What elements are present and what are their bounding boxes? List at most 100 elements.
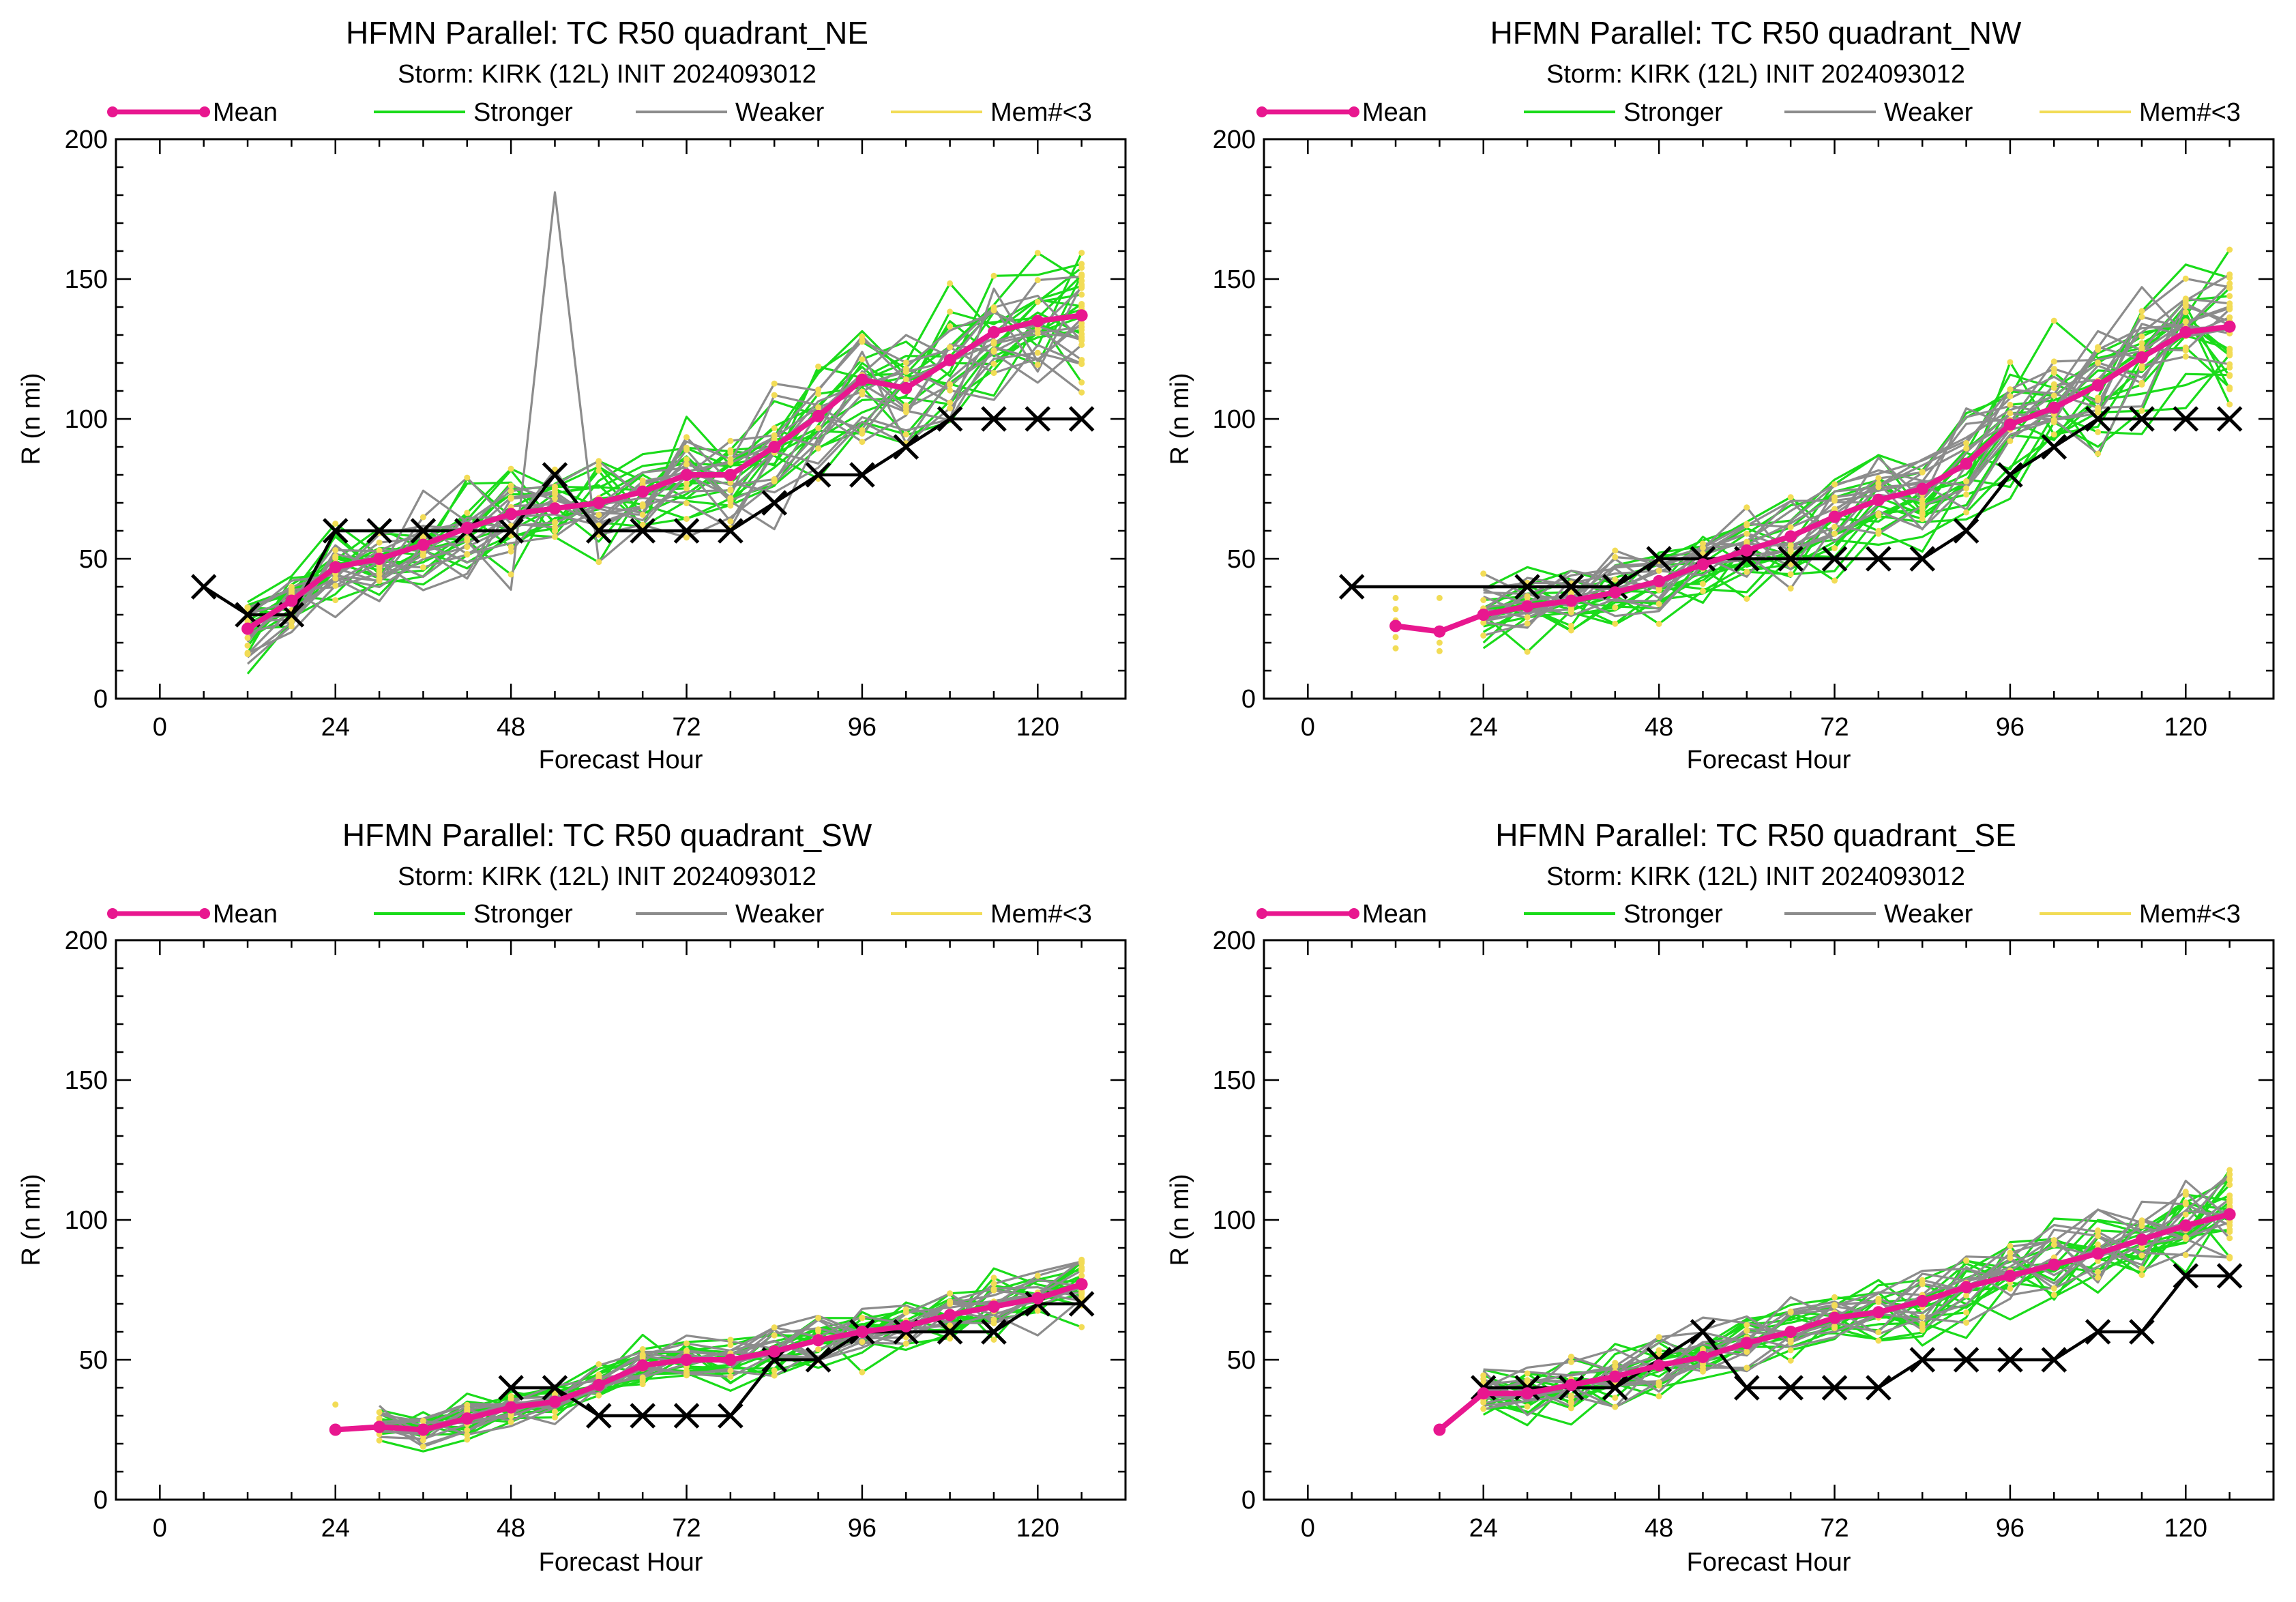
mem-lt3-point xyxy=(1480,597,1487,603)
mem-lt3-point xyxy=(1034,362,1041,368)
mem-lt3-point xyxy=(683,1371,690,1378)
mem-lt3-point xyxy=(1919,469,1926,476)
mem-lt3-point xyxy=(376,539,383,546)
mem-lt3-point xyxy=(507,548,514,555)
mem-lt3-point xyxy=(420,514,426,521)
legend-weaker-label: Weaker xyxy=(735,98,825,127)
best-track-marker xyxy=(542,1375,568,1401)
mean-point xyxy=(1696,558,1709,571)
mem-lt3-point xyxy=(595,463,602,469)
x-tick-label: 48 xyxy=(1645,1514,1673,1543)
weaker-member-line xyxy=(246,344,1083,617)
mem-lt3-point xyxy=(2182,309,2189,316)
mem-lt3-point xyxy=(1831,577,1838,584)
mean-point xyxy=(1565,1378,1578,1391)
x-tick-label: 96 xyxy=(1996,713,2025,742)
mem-lt3-point xyxy=(1787,571,1794,578)
mem-lt3-point xyxy=(332,575,339,582)
mem-lt3-point xyxy=(1963,1257,1970,1264)
best-track-marker xyxy=(893,434,919,460)
mem-lt3-point xyxy=(2226,1195,2233,1202)
mean-point xyxy=(1872,1306,1885,1319)
mem-lt3-point xyxy=(1480,570,1487,577)
mem-lt3-point xyxy=(1743,1348,1750,1355)
mem-lt3-point xyxy=(727,447,734,454)
best-track-marker xyxy=(630,518,656,544)
mean-point xyxy=(285,594,298,607)
mem-lt3-point xyxy=(2182,1236,2189,1242)
mem-lt3-point xyxy=(771,1324,778,1331)
mem-lt3-point xyxy=(2095,1268,2102,1275)
chart-subtitle: Storm: KIRK (12L) INIT 2024093012 xyxy=(398,862,816,891)
mean-point xyxy=(2048,401,2061,414)
mem-lt3-point xyxy=(1078,301,1085,307)
x-tick-label: 120 xyxy=(1016,713,1059,742)
y-tick-label: 0 xyxy=(1241,1486,1256,1515)
mem-lt3-point xyxy=(2226,1254,2233,1261)
mem-lt3-point xyxy=(1875,530,1882,537)
y-tick-label: 150 xyxy=(65,1066,108,1095)
mem-lt3-point xyxy=(1787,1347,1794,1354)
legend-mean-label: Mean xyxy=(1362,900,1427,929)
mem-lt3-point xyxy=(552,534,558,540)
mem-lt3-point xyxy=(1743,521,1750,527)
mem-lt3-point xyxy=(1568,606,1574,613)
mem-lt3-point xyxy=(902,360,909,366)
mem-lt3-point xyxy=(1743,1322,1750,1328)
y-tick-label: 100 xyxy=(1213,405,1256,434)
mem-lt3-point xyxy=(595,467,602,474)
mem-lt3-point xyxy=(1743,1365,1750,1371)
mem-lt3-point xyxy=(1078,273,1085,280)
best-track-marker xyxy=(1997,1347,2023,1373)
mem-lt3-point xyxy=(1700,587,1706,594)
best-track-marker xyxy=(2129,406,2155,432)
mem-lt3-point xyxy=(859,1369,866,1375)
mem-lt3-point xyxy=(2007,1255,2014,1262)
mem-lt3-point xyxy=(1919,1327,1926,1333)
mean-point xyxy=(1075,1278,1088,1291)
mem-lt3-point xyxy=(815,445,822,452)
legend-mean-marker xyxy=(1256,908,1267,919)
best-track-marker xyxy=(2085,1319,2111,1345)
mem-lt3-point xyxy=(1831,545,1838,551)
mean-point xyxy=(2135,1233,2148,1246)
mem-lt3-point xyxy=(1392,634,1399,641)
mean-point xyxy=(460,521,473,534)
mem-lt3-point xyxy=(1743,504,1750,511)
mem-lt3-point xyxy=(1963,1292,1970,1299)
axis-ticks xyxy=(1263,138,2275,700)
legend-stronger-label: Stronger xyxy=(473,900,573,929)
best-track-line xyxy=(1483,1274,2230,1390)
y-tick-label: 50 xyxy=(1227,545,1256,574)
mem-lt3-point xyxy=(2138,379,2145,386)
mem-lt3-point xyxy=(1034,277,1041,284)
mem-lt3-point xyxy=(683,434,690,441)
mean-point xyxy=(1696,1350,1709,1363)
mem-lt3-point xyxy=(2138,308,2145,315)
mem-lt3-point xyxy=(1034,250,1041,257)
x-tick-label: 48 xyxy=(497,1514,525,1543)
best-track-marker xyxy=(2173,406,2199,432)
chart-title: HFMN Parallel: TC R50 quadrant_SE xyxy=(1495,817,2016,853)
best-track-marker xyxy=(542,462,568,488)
mem-lt3-point xyxy=(2050,417,2057,423)
mem-lt3-point xyxy=(332,597,339,604)
mem-lt3-point xyxy=(815,425,822,431)
mem-lt3-point xyxy=(552,524,558,531)
mem-lt3-point xyxy=(595,1373,602,1380)
mem-lt3-point xyxy=(727,1337,734,1343)
mem-lt3-point xyxy=(815,1326,822,1333)
mem-lt3-point xyxy=(1078,389,1085,396)
mem-lt3-point xyxy=(1787,1309,1794,1316)
mem-lt3-point xyxy=(2138,340,2145,347)
mem-lt3-point xyxy=(2138,1272,2145,1279)
weaker-member-line xyxy=(1483,1191,2231,1390)
mem-lt3-point xyxy=(2226,347,2233,353)
mem-lt3-point xyxy=(2050,1242,2057,1248)
mem-lt3-point xyxy=(2050,358,2057,365)
weaker-member-line xyxy=(1483,1210,2231,1407)
mem-lt3-point xyxy=(420,1443,426,1450)
y-tick-label: 200 xyxy=(65,927,108,955)
mem-lt3-point xyxy=(332,553,339,559)
